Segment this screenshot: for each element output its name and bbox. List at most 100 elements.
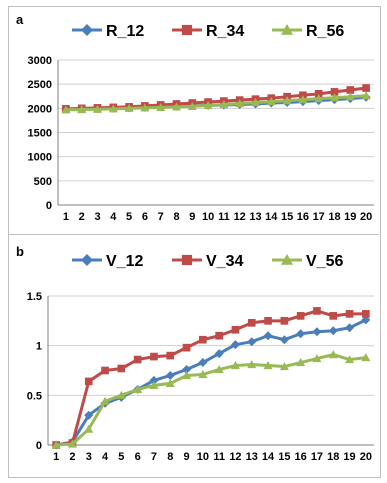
x-tick-label-a-18: 18 <box>328 211 340 223</box>
legend-label-R_12: R_12 <box>106 23 144 40</box>
y-tick-label-b-1: 0.5 <box>27 390 42 402</box>
data-point-R_56-13 <box>251 98 260 107</box>
legend-label-V_34: V_34 <box>206 253 243 270</box>
data-point-V_56-13 <box>247 360 257 369</box>
data-point-R_56-8 <box>172 102 181 111</box>
data-point-V_56-17 <box>312 354 322 363</box>
data-point-V_56-8 <box>165 378 175 388</box>
x-tick-label-a-2: 2 <box>79 211 85 223</box>
y-tick-label-a-2: 1000 <box>28 152 52 164</box>
data-point-R_56-17 <box>314 94 324 103</box>
data-point-R_56-12 <box>235 99 245 108</box>
y-tick-label-a-3: 1500 <box>28 128 52 140</box>
x-tick-label-b-10: 10 <box>197 451 209 463</box>
data-point-V_34-20 <box>362 310 370 318</box>
x-tick-label-a-7: 7 <box>158 211 164 223</box>
x-tick-label-a-11: 11 <box>218 211 230 223</box>
data-point-R_56-11 <box>219 99 229 109</box>
x-tick-label-a-10: 10 <box>202 211 214 223</box>
x-tick-label-b-5: 5 <box>118 451 124 463</box>
x-tick-label-b-15: 15 <box>278 451 290 463</box>
data-point-V_56-5 <box>116 390 126 399</box>
x-tick-label-b-11: 11 <box>213 451 225 463</box>
x-tick-label-a-15: 15 <box>281 211 293 223</box>
panel-label-a: a <box>16 12 24 27</box>
x-tick-label-a-14: 14 <box>265 211 278 223</box>
data-point-V_56-16 <box>296 358 306 367</box>
data-point-R_56-15 <box>282 96 292 105</box>
y-tick-label-a-1: 500 <box>34 176 52 188</box>
data-point-V_56-15 <box>279 362 289 371</box>
legend-label-R_34: R_34 <box>206 23 244 40</box>
data-point-V_34-12 <box>231 325 240 334</box>
data-point-V_56-19 <box>345 355 355 364</box>
series-line-R_56 <box>65 94 367 112</box>
data-point-V_56-12 <box>230 361 240 370</box>
legend-marker-V_34 <box>181 254 193 266</box>
x-tick-label-b-17: 17 <box>311 451 323 463</box>
data-point-V_12-18 <box>328 326 338 336</box>
data-point-V_12-8 <box>165 370 175 380</box>
data-point-V_34-9 <box>182 343 191 352</box>
x-tick-label-b-4: 4 <box>102 451 109 463</box>
data-point-V_56-14 <box>263 361 273 370</box>
data-point-R_56-19 <box>345 92 355 101</box>
data-point-V_34-10 <box>199 335 207 344</box>
data-point-V_12-10 <box>198 358 208 368</box>
data-point-R_56-14 <box>266 97 276 106</box>
y-tick-label-a-0: 0 <box>46 200 52 212</box>
data-point-V_34-3 <box>84 377 93 386</box>
legend-label-V_56: V_56 <box>306 253 343 270</box>
legend-label-R_56: R_56 <box>306 23 344 40</box>
x-tick-label-a-8: 8 <box>173 211 179 223</box>
data-point-V_34-15 <box>280 317 289 325</box>
x-tick-label-a-3: 3 <box>94 211 100 223</box>
data-point-V_12-13 <box>247 337 257 347</box>
data-point-R_34-17 <box>314 90 323 98</box>
data-point-V_56-3 <box>84 424 94 433</box>
data-point-R_56-5 <box>124 103 134 112</box>
data-point-V_34-4 <box>101 366 109 375</box>
x-tick-label-a-20: 20 <box>360 211 372 223</box>
panel-label-b: b <box>16 244 24 259</box>
data-point-V_12-16 <box>296 329 306 339</box>
data-point-V_12-19 <box>345 323 355 333</box>
data-point-V_56-4 <box>100 396 110 405</box>
data-point-V_56-6 <box>133 384 143 393</box>
legend-label-V_12: V_12 <box>106 253 143 270</box>
x-tick-label-a-19: 19 <box>344 211 356 223</box>
x-tick-label-a-4: 4 <box>110 211 117 223</box>
data-point-R_56-18 <box>330 93 339 102</box>
data-point-R_56-4 <box>108 104 118 113</box>
data-point-V_12-9 <box>182 365 192 375</box>
data-point-V_12-3 <box>84 410 94 420</box>
y-tick-label-b-0: 0 <box>36 440 42 452</box>
data-point-R_34-18 <box>330 88 339 96</box>
data-point-V_34-14 <box>264 317 272 325</box>
data-point-V_12-15 <box>279 335 289 345</box>
data-point-V_34-8 <box>166 351 175 360</box>
data-point-R_56-20 <box>361 91 371 100</box>
data-point-V_12-17 <box>312 327 322 337</box>
data-point-V_12-7 <box>149 375 159 385</box>
data-point-V_56-20 <box>361 353 371 362</box>
data-point-V_34-7 <box>150 352 158 361</box>
data-point-V_56-9 <box>182 370 192 380</box>
x-tick-label-b-18: 18 <box>327 451 339 463</box>
data-point-R_56-7 <box>156 102 166 111</box>
data-point-V_12-14 <box>263 331 273 341</box>
x-tick-label-b-13: 13 <box>246 451 258 463</box>
legend-marker-V_56 <box>281 254 293 265</box>
x-tick-label-a-9: 9 <box>189 211 195 223</box>
y-tick-label-b-3: 1.5 <box>27 291 42 303</box>
x-tick-label-a-13: 13 <box>249 211 261 223</box>
data-point-V_12-11 <box>214 349 224 359</box>
chart-panel-b: b V_12 V_34 V_56 0 0.5 1 1.5 1 2 3 4 5 6 7 8 9 10 11 12 13 14… <box>8 238 379 476</box>
y-tick-label-a-6: 3000 <box>28 55 52 67</box>
x-tick-label-b-1: 1 <box>53 451 59 463</box>
data-point-R_56-3 <box>93 104 102 113</box>
data-point-R_34-19 <box>346 86 355 94</box>
data-point-V_34-18 <box>329 312 338 320</box>
data-point-V_34-13 <box>247 318 256 327</box>
